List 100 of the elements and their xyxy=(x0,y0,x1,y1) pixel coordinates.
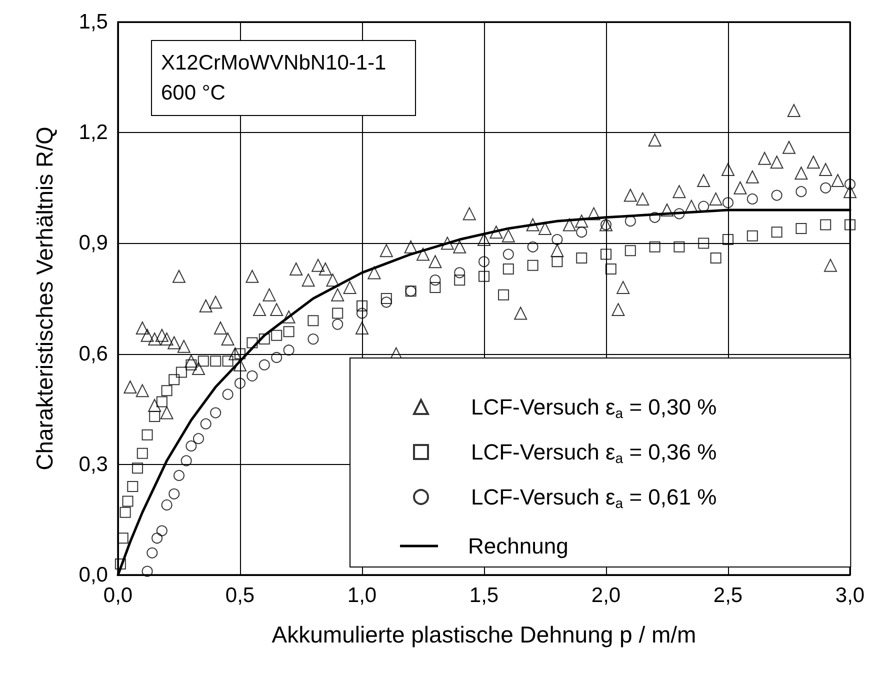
point xyxy=(502,248,514,260)
x-tick-label: 0,5 xyxy=(225,584,255,607)
point xyxy=(117,532,128,544)
point xyxy=(624,245,636,256)
point xyxy=(180,455,192,466)
point xyxy=(149,410,160,422)
point xyxy=(430,282,441,293)
point xyxy=(820,182,832,194)
point xyxy=(844,219,856,230)
point xyxy=(332,318,344,330)
point xyxy=(142,566,153,577)
point xyxy=(356,300,368,312)
point xyxy=(246,370,258,382)
x-axis-title: Akkumulierte plastische Dehnung p / m/m xyxy=(272,622,696,648)
y-tick-label: 0,6 xyxy=(78,342,108,366)
point xyxy=(698,238,710,249)
point xyxy=(198,356,209,367)
x-tick-label: 2,0 xyxy=(591,584,621,607)
point xyxy=(127,481,138,492)
point xyxy=(122,496,134,507)
point xyxy=(746,193,758,204)
point xyxy=(258,334,270,345)
point xyxy=(308,315,319,326)
point xyxy=(576,226,588,238)
point xyxy=(552,234,563,246)
point xyxy=(430,274,441,286)
point xyxy=(698,200,710,212)
point xyxy=(746,230,758,242)
point xyxy=(271,330,282,341)
point xyxy=(136,448,148,459)
point xyxy=(308,334,319,345)
point xyxy=(796,186,807,198)
point xyxy=(283,344,294,356)
point xyxy=(120,506,131,518)
point xyxy=(132,462,144,474)
y-tick-label: 0,3 xyxy=(78,452,108,476)
x-tick-label: 1,0 xyxy=(347,584,377,607)
point xyxy=(258,359,270,370)
point xyxy=(156,396,168,408)
y-axis-title: Charakteristisches Verhältnis R/Q xyxy=(32,126,58,470)
point xyxy=(210,407,222,418)
point xyxy=(176,366,187,378)
point xyxy=(498,289,510,300)
point xyxy=(222,388,234,400)
point xyxy=(152,532,163,544)
y-tick-label: 0,9 xyxy=(78,232,108,255)
point xyxy=(200,418,212,430)
point xyxy=(156,525,168,536)
point xyxy=(356,308,368,319)
point xyxy=(649,241,660,252)
x-tick-label: 1,5 xyxy=(469,584,499,607)
annotation: X12CrMoWVNbN10-1-1 xyxy=(161,52,386,74)
point xyxy=(478,270,490,282)
point xyxy=(186,359,197,370)
point xyxy=(234,348,246,360)
point xyxy=(210,356,222,367)
point xyxy=(142,429,153,440)
y-tick-label: 1,5 xyxy=(78,10,108,34)
point xyxy=(161,385,172,396)
point xyxy=(722,234,734,246)
point xyxy=(332,308,344,319)
point xyxy=(796,222,807,234)
point xyxy=(380,293,392,304)
point xyxy=(502,264,514,275)
point xyxy=(283,326,294,338)
point xyxy=(193,433,204,444)
point xyxy=(820,219,832,230)
point xyxy=(844,178,856,190)
point xyxy=(454,274,466,286)
point xyxy=(771,226,782,238)
point xyxy=(605,264,616,275)
annotation: 600 °C xyxy=(161,82,226,104)
point xyxy=(454,267,466,278)
point xyxy=(576,252,588,264)
point xyxy=(114,558,126,570)
point xyxy=(552,256,563,268)
point xyxy=(649,212,660,223)
point xyxy=(246,337,258,348)
y-tick-label: 1,2 xyxy=(78,121,108,144)
point xyxy=(168,488,180,500)
point xyxy=(624,216,636,227)
point xyxy=(771,190,782,201)
x-tick-label: 3,0 xyxy=(835,584,865,607)
point xyxy=(527,241,538,252)
point xyxy=(722,197,734,208)
point xyxy=(222,356,234,367)
point xyxy=(174,470,184,481)
point xyxy=(186,440,197,452)
point xyxy=(600,218,612,232)
point xyxy=(168,374,180,386)
point xyxy=(674,241,685,252)
x-tick-label: 0,0 xyxy=(103,584,133,607)
y-tick-label: 0,0 xyxy=(78,564,108,586)
point xyxy=(380,296,392,308)
point xyxy=(146,547,158,558)
point xyxy=(600,248,612,260)
point xyxy=(674,208,685,220)
x-tick-label: 2,5 xyxy=(713,584,743,607)
point xyxy=(527,260,538,271)
point xyxy=(234,378,246,389)
